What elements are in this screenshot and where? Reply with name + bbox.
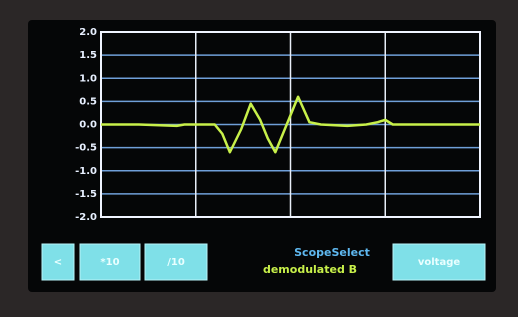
scope-label: ScopeSelect bbox=[294, 246, 370, 259]
y-tick-label: 0.0 bbox=[79, 120, 97, 131]
y-tick-label: -1.5 bbox=[75, 189, 97, 200]
y-tick-label: 0.5 bbox=[79, 96, 97, 107]
signal-label: demodulated B bbox=[263, 263, 357, 276]
y-tick-label: 2.0 bbox=[79, 27, 97, 38]
y-tick-label: 1.0 bbox=[79, 73, 97, 84]
button-label[interactable]: voltage bbox=[418, 257, 461, 268]
button-label[interactable]: *10 bbox=[100, 257, 119, 268]
y-tick-label: -1.0 bbox=[75, 166, 97, 177]
y-tick-label: -2.0 bbox=[75, 212, 97, 223]
y-tick-label: 1.5 bbox=[79, 50, 97, 61]
y-tick-label: -0.5 bbox=[75, 143, 97, 154]
button-label[interactable]: < bbox=[54, 257, 62, 268]
screen-photo: < *10 /10 voltage ScopeSelect demodulate… bbox=[0, 0, 518, 317]
button-label[interactable]: /10 bbox=[167, 257, 185, 268]
